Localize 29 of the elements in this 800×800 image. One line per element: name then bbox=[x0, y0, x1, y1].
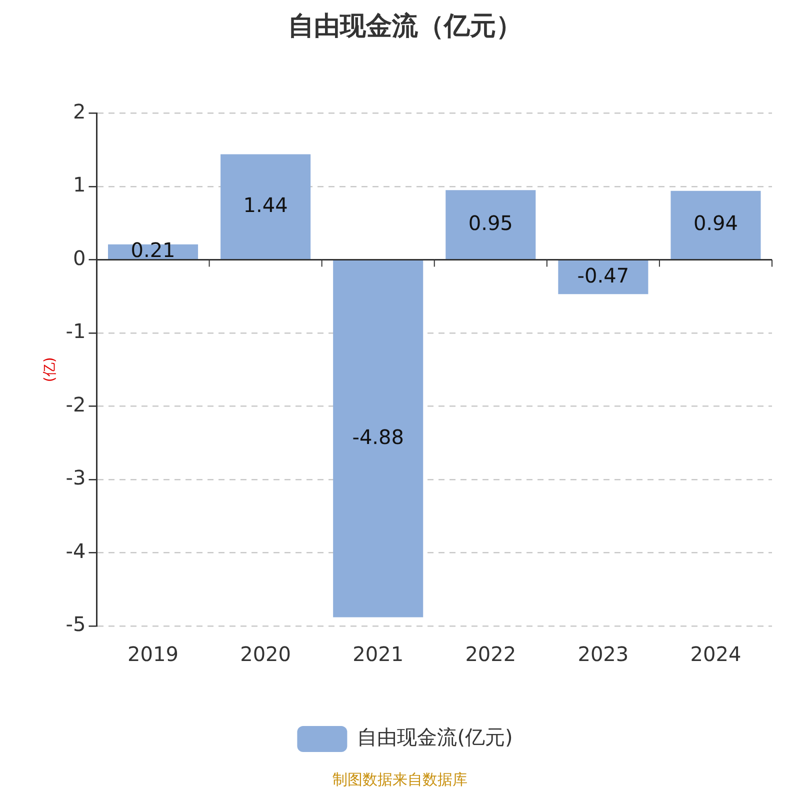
x-tick-label: 2020 bbox=[240, 642, 292, 666]
bar bbox=[446, 190, 536, 260]
y-tick-label: 2 bbox=[73, 99, 86, 124]
data-label: 1.44 bbox=[243, 192, 288, 217]
legend-label: 自由现金流(亿元) bbox=[357, 725, 513, 750]
y-tick-label: -1 bbox=[66, 319, 86, 344]
x-tick-label: 2019 bbox=[128, 642, 178, 666]
text: 制图数据来自数据库 bbox=[332, 770, 468, 788]
y-tick-label: 1 bbox=[73, 172, 86, 197]
x-tick-label: 2024 bbox=[690, 642, 742, 666]
x-tick-label: 2022 bbox=[465, 642, 516, 666]
data-label: 0.95 bbox=[468, 210, 513, 235]
x-tick-label: 2023 bbox=[578, 642, 629, 666]
y-axis-title: (亿) bbox=[42, 357, 58, 382]
data-label: -0.47 bbox=[577, 263, 630, 288]
y-tick-label: -5 bbox=[66, 612, 86, 636]
chart-title: 自由现金流（亿元） bbox=[288, 11, 522, 42]
y-tick-label: -3 bbox=[66, 466, 86, 490]
data-label: 0.94 bbox=[693, 211, 738, 236]
data-label: 0.21 bbox=[130, 238, 176, 262]
x-tick-label: 2021 bbox=[352, 642, 404, 666]
y-tick-label: -2 bbox=[66, 392, 86, 416]
bar bbox=[220, 154, 311, 260]
bar bbox=[670, 190, 761, 260]
y-tick-label: -4 bbox=[66, 538, 86, 563]
bar bbox=[558, 260, 648, 294]
y-tick-label: 0 bbox=[73, 246, 86, 270]
bar bbox=[333, 260, 424, 618]
data-label: -4.88 bbox=[352, 424, 404, 449]
